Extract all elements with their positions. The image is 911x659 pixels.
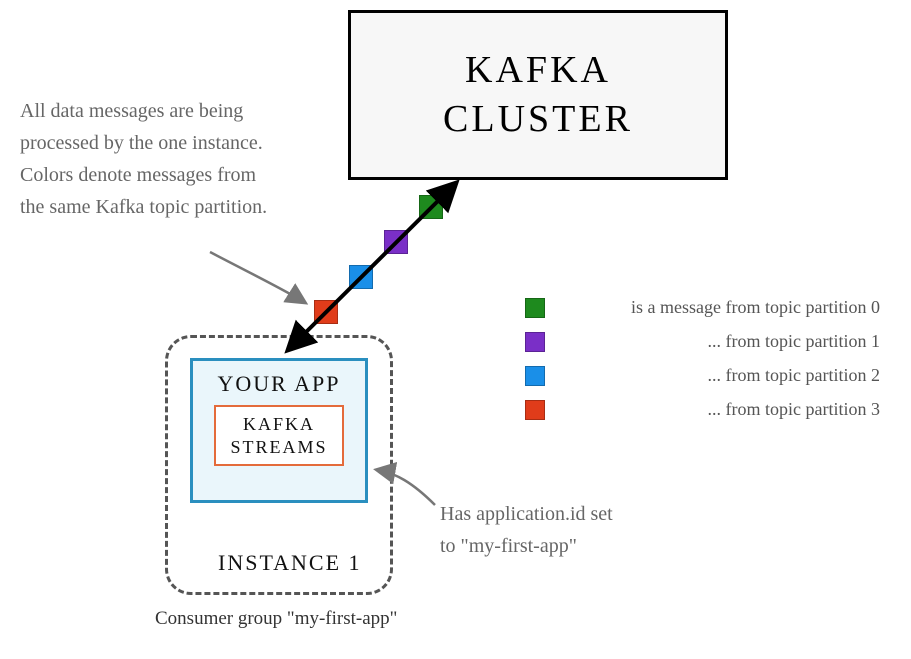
annotation-left-pointer <box>210 252 304 302</box>
annotation-left: All data messages are being processed by… <box>20 95 330 223</box>
consumer-group-label: Consumer group "my-first-app" <box>155 608 397 630</box>
legend-text-1: ... from topic partition 1 <box>708 331 880 352</box>
cluster-line2: CLUSTER <box>443 98 633 140</box>
legend-sq-2 <box>525 366 545 386</box>
kafka-streams-title: KAFKA STREAMS <box>230 413 327 458</box>
annot-left-l3: the same Kafka topic partition. <box>20 196 267 218</box>
legend-sq-1 <box>525 332 545 352</box>
kafka-cluster-title: KAFKA CLUSTER <box>443 46 633 145</box>
annot-left-l0: All data messages are being <box>20 100 243 122</box>
legend-sq-3 <box>525 400 545 420</box>
annotation-right: Has application.id set to "my-first-app" <box>440 498 700 562</box>
msg-square-2 <box>349 265 373 289</box>
annot-right-l1: to "my-first-app" <box>440 535 577 557</box>
annot-right-l0: Has application.id set <box>440 503 613 525</box>
legend-text-3: ... from topic partition 3 <box>708 399 880 420</box>
legend-text-2: ... from topic partition 2 <box>708 365 880 386</box>
annot-left-l2: Colors denote messages from <box>20 164 256 186</box>
your-app-box: YOUR APP KAFKA STREAMS <box>190 358 368 503</box>
streams-l2: STREAMS <box>230 437 327 457</box>
streams-l1: KAFKA <box>243 414 315 434</box>
cluster-line1: KAFKA <box>465 49 611 91</box>
msg-square-3 <box>314 300 338 324</box>
legend-text-0: is a message from topic partition 0 <box>631 297 880 318</box>
kafka-cluster-box: KAFKA CLUSTER <box>348 10 728 180</box>
msg-square-0 <box>419 195 443 219</box>
annot-left-l1: processed by the one instance. <box>20 132 263 154</box>
kafka-streams-box: KAFKA STREAMS <box>214 405 343 466</box>
msg-square-1 <box>384 230 408 254</box>
instance-label: INSTANCE 1 <box>218 550 362 576</box>
your-app-title: YOUR APP <box>218 371 341 397</box>
legend-sq-0 <box>525 298 545 318</box>
